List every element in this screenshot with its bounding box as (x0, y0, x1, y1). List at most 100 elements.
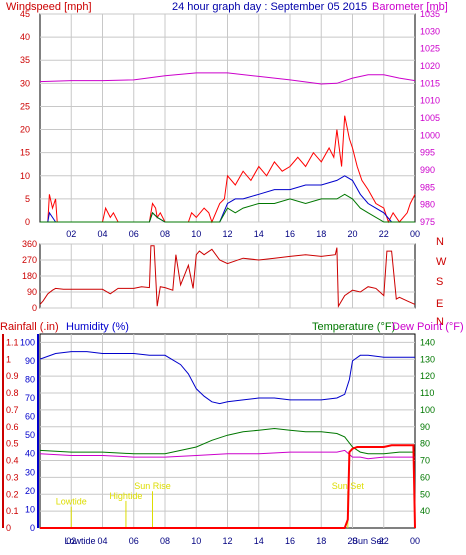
x-tick-label: 20 (347, 536, 357, 546)
rain-y-ticks: 0 0.1 0.2 0.3 0.4 0.5 0.6 0.7 0.8 0.9 1 1.1 (6, 337, 19, 533)
baro-tick-label: 1000 (420, 130, 440, 140)
graph-date-title: 24 hour graph day : September 05 2015 (172, 1, 367, 13)
temperature-tick-label: 90 (420, 422, 430, 432)
rain-tick-label: 0.9 (6, 371, 19, 381)
baro-tick-label: 1035 (420, 9, 440, 19)
x-tick-label: 00 (410, 536, 420, 546)
direction-tick-label: 180 (22, 271, 37, 281)
annotation-label: Sun Rise (134, 481, 171, 491)
x-tick-label: 10 (191, 536, 201, 546)
series-gust (40, 115, 416, 224)
climate-x-ticks: 02 04 06 08 10 12 14 16 18 20 22 00 Lowtide Sun Set (65, 536, 421, 546)
x-tick-label: 08 (160, 536, 170, 546)
temperature-tick-label: 40 (420, 506, 430, 516)
compass-label: W (436, 256, 447, 268)
rain-tick-label: 0.8 (6, 388, 19, 398)
x-event-label: Sun Set (352, 536, 385, 546)
x-tick-label: 10 (191, 229, 201, 239)
climate-panel: 0 0.1 0.2 0.3 0.4 0.5 0.6 0.7 0.8 0.9 1 1.1 0 10 20 30… (2, 333, 435, 546)
wind-tick-label: 35 (20, 55, 30, 65)
humidity-tick-label: 50 (25, 430, 35, 440)
direction-tick-label: 360 (22, 239, 37, 249)
compass-label: E (436, 298, 443, 310)
compass-label: S (436, 276, 443, 288)
annotation-label: Lowtide (56, 497, 87, 507)
x-tick-label: 12 (222, 229, 232, 239)
series-direction (39, 245, 416, 308)
rain-tick-label: 0.3 (6, 472, 19, 482)
x-tick-label: 04 (97, 536, 107, 546)
temperature-tick-label: 110 (420, 388, 434, 398)
rain-tick-label: 0.2 (6, 489, 19, 499)
wind-tick-label: 25 (20, 101, 30, 111)
baro-tick-label: 1015 (420, 78, 440, 88)
rain-tick-label: 0.1 (6, 506, 19, 516)
humidity-tick-label: 60 (25, 412, 35, 422)
compass-label: N (436, 236, 444, 248)
wind-tick-label: 5 (25, 194, 30, 204)
wind-tick-label: 10 (20, 171, 30, 181)
series-dewpoint (39, 449, 415, 460)
windspeed-title: Windspeed [mph] (6, 1, 92, 13)
wind-tick-label: 45 (20, 9, 30, 19)
baro-tick-label: 985 (420, 182, 435, 192)
series-barometer (39, 72, 416, 85)
barometer-title: Barometer [mb] (372, 1, 448, 13)
humidity-tick-label: 0 (30, 523, 35, 533)
rain-tick-label: 0.6 (6, 422, 19, 432)
direction-series (39, 245, 416, 308)
baro-tick-label: 990 (420, 165, 435, 175)
wind-y-ticks: 0 5 10 15 20 25 30 35 40 45 (20, 9, 30, 227)
baro-tick-label: 995 (420, 148, 435, 158)
temperature-title: Temperature (°F) (312, 321, 395, 333)
humidity-tick-label: 70 (25, 393, 35, 403)
temperature-tick-label: 50 (420, 489, 430, 499)
direction-tick-label: 90 (27, 287, 37, 297)
compass-label: N (436, 316, 444, 328)
x-tick-label: 22 (379, 536, 389, 546)
x-tick-label: 06 (129, 536, 139, 546)
humidity-y-ticks: 0 10 20 30 40 50 60 70 80 90 100 (20, 337, 35, 533)
humidity-tick-label: 10 (25, 504, 35, 514)
wind-tick-label: 20 (20, 125, 30, 135)
humidity-tick-label: 20 (25, 486, 35, 496)
wind-tick-label: 0 (25, 217, 30, 227)
wind-tick-label: 15 (20, 148, 30, 158)
annotation-label: Hightide (109, 491, 142, 501)
rain-tick-label: 0.5 (6, 439, 19, 449)
temperature-tick-label: 130 (420, 354, 435, 364)
baro-tick-label: 980 (420, 200, 435, 210)
x-tick-label: 14 (254, 536, 264, 546)
baro-tick-label: 975 (420, 217, 435, 227)
rain-tick-label: 0.7 (6, 405, 19, 415)
humidity-tick-label: 80 (25, 374, 35, 384)
temperature-tick-label: 70 (420, 456, 430, 466)
direction-tick-label: 270 (22, 255, 37, 265)
direction-y-ticks: 0 90 180 270 360 (22, 239, 37, 313)
wind-series (39, 72, 416, 224)
humidity-tick-label: 30 (25, 467, 35, 477)
x-tick-label: 16 (285, 229, 295, 239)
humidity-tick-label: 40 (25, 449, 35, 459)
x-tick-label: 00 (410, 229, 420, 239)
rain-tick-label: 1 (6, 354, 11, 364)
climate-grid (2, 334, 415, 528)
baro-tick-label: 1010 (420, 96, 440, 106)
baro-tick-label: 1030 (420, 26, 440, 36)
temperature-tick-label: 140 (420, 337, 435, 347)
dewpoint-title: Dew Point (°F) (392, 321, 464, 333)
humidity-tick-label: 90 (25, 356, 35, 366)
direction-tick-label: 0 (32, 303, 37, 313)
temperature-tick-label: 80 (420, 439, 430, 449)
rainfall-title: Rainfall (.in) (0, 321, 59, 333)
x-tick-label: 16 (285, 536, 295, 546)
rain-tick-label: 0 (6, 523, 11, 533)
x-tick-label: 06 (129, 229, 139, 239)
x-tick-label: 20 (347, 229, 357, 239)
x-tick-label: 02 (66, 229, 76, 239)
series-speed (40, 193, 415, 223)
x-tick-label: 22 (379, 229, 389, 239)
